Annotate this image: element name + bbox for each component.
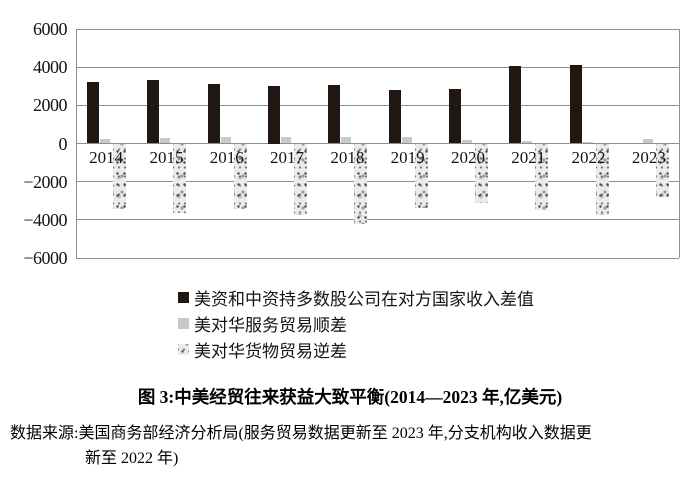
bar-2023-series2	[656, 143, 669, 197]
legend-label-income-gap: 美资和中资持多数股公司在对方国家收入差值	[194, 289, 534, 309]
figure-caption: 图 3:中美经贸往来获益大致平衡(2014—2023 年,亿美元)	[137, 387, 563, 407]
x-label-2023: 2023	[631, 147, 666, 167]
data-source: 数据来源:美国商务部经济分析局(服务贸易数据更新至 2023 年,分支机构收入数…	[10, 421, 694, 471]
y-tick-label: −4000	[23, 209, 67, 230]
bar-2022-series2	[596, 143, 609, 216]
bar-2016-series0	[208, 84, 220, 144]
x-label-2021: 2021	[511, 147, 546, 167]
gridline-6000	[76, 28, 679, 30]
bar-2014-series1	[100, 138, 110, 144]
bar-2015-series0	[147, 79, 159, 144]
bar-2014-series2	[113, 143, 126, 210]
bar-2017-series1	[281, 136, 291, 144]
speckled-square-icon	[178, 343, 189, 355]
x-label-2014: 2014	[89, 147, 124, 167]
legend-label-goods-deficit: 美对华货物贸易逆差	[194, 341, 347, 361]
bar-chart: 6000 4000 2000 0 −2000 −4000 −6000 2014 2015 2016…	[23, 19, 680, 268]
y-tick-label: 2000	[33, 95, 68, 116]
bar-2015-series2	[173, 143, 186, 214]
data-source-line1: 数据来源:美国商务部经济分析局(服务贸易数据更新至 2023 年,分支机构收入数…	[10, 425, 592, 442]
bar-2015-series1	[160, 137, 170, 144]
legend: 美资和中资持多数股公司在对方国家收入差值 美对华服务贸易顺差 美对华货物贸易逆差	[178, 284, 534, 362]
x-label-2015: 2015	[149, 147, 184, 167]
data-source-line2: 新至 2022 年)	[85, 450, 179, 467]
bar-2019-series1	[402, 136, 412, 144]
x-label-2019: 2019	[390, 147, 425, 167]
legend-label-services-surplus: 美对华服务贸易顺差	[194, 315, 347, 335]
gridline-−6000	[76, 257, 679, 259]
bar-2021-series1	[522, 141, 532, 144]
x-label-2020: 2020	[450, 147, 485, 167]
bar-2020-series0	[449, 89, 461, 144]
y-tick-label: 4000	[33, 57, 68, 78]
x-label-2017: 2017	[270, 147, 305, 167]
bar-2022-series1	[583, 141, 593, 144]
y-tick-label: −6000	[23, 248, 67, 268]
bar-2020-series2	[475, 143, 488, 203]
gridline-2000	[76, 104, 679, 106]
bar-2016-series1	[221, 137, 231, 144]
bar-2014-series0	[87, 82, 99, 144]
gridline-0	[76, 143, 679, 144]
black-square-icon	[178, 291, 189, 303]
bar-2017-series2	[294, 143, 307, 216]
x-label-2018: 2018	[330, 147, 365, 167]
gridline-4000	[76, 66, 679, 68]
plot-border-right	[679, 29, 680, 258]
legend-item-income-gap: 美资和中资持多数股公司在对方国家收入差值	[178, 284, 534, 310]
bar-2019-series2	[415, 143, 428, 209]
bar-2019-series0	[389, 90, 401, 144]
bar-2020-series1	[462, 139, 472, 144]
bar-2021-series2	[535, 143, 548, 211]
bar-2023-series1	[643, 138, 653, 144]
plot-border-left	[76, 29, 77, 258]
bar-2021-series0	[509, 66, 521, 144]
bar-2018-series1	[341, 136, 351, 144]
y-tick-label: 0	[58, 133, 68, 154]
gray-square-icon	[178, 317, 189, 329]
bar-2017-series0	[268, 86, 280, 144]
bar-2018-series0	[328, 85, 340, 144]
x-label-2016: 2016	[209, 147, 244, 167]
x-label-2022: 2022	[571, 147, 606, 167]
y-tick-label: 6000	[33, 19, 68, 39]
bar-2016-series2	[234, 143, 247, 210]
bar-2022-series0	[570, 65, 582, 144]
legend-item-goods-deficit: 美对华货物贸易逆差	[178, 336, 534, 362]
bar-2018-series2	[354, 143, 367, 224]
y-tick-label: −2000	[23, 171, 67, 192]
gridline-−2000	[76, 181, 679, 183]
gridline-−4000	[76, 219, 679, 221]
legend-item-services-surplus: 美对华服务贸易顺差	[178, 310, 534, 336]
